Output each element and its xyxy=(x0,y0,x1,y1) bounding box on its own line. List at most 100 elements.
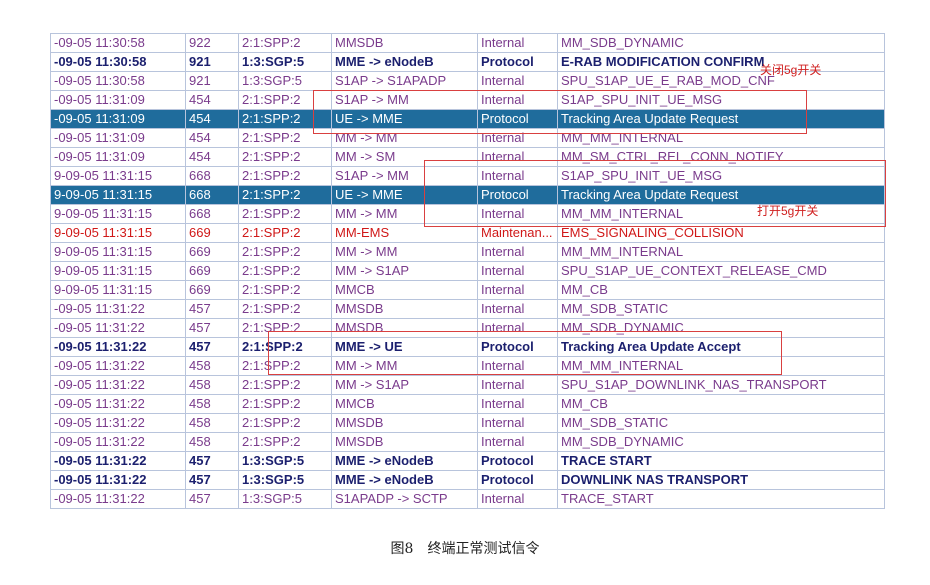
cell: 2:1:SPP:2 xyxy=(238,280,332,300)
highlight-box xyxy=(424,160,886,227)
cell: 669 xyxy=(185,223,239,243)
cell: MMSDB xyxy=(331,432,478,452)
cell: MM -> MM xyxy=(331,204,478,224)
cell: Internal xyxy=(477,375,558,395)
cell: 9-09-05 11:31:15 xyxy=(50,242,186,262)
cell: 457 xyxy=(185,451,239,471)
cell: Internal xyxy=(477,71,558,91)
log-row[interactable]: -09-05 11:31:22 457 1:3:SGP:5 MME -> eNodeB… xyxy=(50,470,885,490)
cell: 2:1:SPP:2 xyxy=(238,394,332,414)
cell: -09-05 11:31:09 xyxy=(50,109,186,129)
cell: S1AP_SPU_INIT_UE_MSG xyxy=(557,166,885,186)
cell: 2:1:SPP:2 xyxy=(238,299,332,319)
cell: 457 xyxy=(185,489,239,509)
cell: Internal xyxy=(477,166,558,186)
cell: MM_SDB_STATIC xyxy=(557,413,885,433)
cell: MM_SDB_STATIC xyxy=(557,299,885,319)
log-row[interactable]: -09-05 11:31:22 458 2:1:SPP:2 MMCB Internal M… xyxy=(50,394,885,414)
cell: -09-05 11:31:22 xyxy=(50,299,186,319)
cell: MM_CB xyxy=(557,280,885,300)
cell: 1:3:SGP:5 xyxy=(238,489,332,509)
annotation: 关闭5g开关 xyxy=(760,63,822,77)
log-row[interactable]: -09-05 11:31:22 457 2:1:SPP:2 MMSDB Internal… xyxy=(50,299,885,319)
log-row[interactable]: 9-09-05 11:31:15 669 2:1:SPP:2 MM -> S1AP In… xyxy=(50,261,885,281)
cell: 2:1:SPP:2 xyxy=(238,128,332,148)
cell: 2:1:SPP:2 xyxy=(238,432,332,452)
cell: 9-09-05 11:31:15 xyxy=(50,261,186,281)
cell: SPU_S1AP_UE_E_RAB_MOD_CNF xyxy=(557,71,885,91)
cell: 9-09-05 11:31:15 xyxy=(50,166,186,186)
cell: MM -> MM xyxy=(331,356,478,376)
log-row[interactable]: 9-09-05 11:31:15 668 2:1:SPP:2 S1AP -> MM In… xyxy=(50,166,885,186)
cell: -09-05 11:31:22 xyxy=(50,413,186,433)
cell: 668 xyxy=(185,185,239,205)
cell: SPU_S1AP_DOWNLINK_NAS_TRANSPORT xyxy=(557,375,885,395)
cell: 458 xyxy=(185,413,239,433)
cell: 2:1:SPP:2 xyxy=(238,147,332,167)
log-row[interactable]: -09-05 11:31:09 454 2:1:SPP:2 S1AP -> MM Int… xyxy=(50,90,885,110)
cell: 9-09-05 11:31:15 xyxy=(50,204,186,224)
annotation: 打开5g开关 xyxy=(757,204,819,218)
highlight-box xyxy=(268,331,782,375)
cell: MMCB xyxy=(331,280,478,300)
cell: 2:1:SPP:2 xyxy=(238,261,332,281)
cell: 668 xyxy=(185,204,239,224)
log-row[interactable]: -09-05 11:30:58 921 1:3:SGP:5 S1AP -> S1APA… xyxy=(50,71,885,91)
cell: Protocol xyxy=(477,470,558,490)
cell: UE -> MME xyxy=(331,185,478,205)
cell: 2:1:SPP:2 xyxy=(238,337,332,357)
log-row[interactable]: -09-05 11:31:09 454 2:1:SPP:2 UE -> MME Prot… xyxy=(50,109,885,129)
cell: 2:1:SPP:2 xyxy=(238,204,332,224)
cell: UE -> MME xyxy=(331,109,478,129)
log-table: -09-05 11:30:58 922 2:1:SPP:2 MMSDB Internal… xyxy=(50,33,885,509)
cell: 922 xyxy=(185,33,239,53)
log-row[interactable]: -09-05 11:31:22 458 2:1:SPP:2 MMSDB Internal… xyxy=(50,432,885,452)
cell: MM -> S1AP xyxy=(331,261,478,281)
cell: 458 xyxy=(185,375,239,395)
cell: Internal xyxy=(477,489,558,509)
cell: MM_CB xyxy=(557,394,885,414)
log-rows: -09-05 11:30:58 922 2:1:SPP:2 MMSDB Internal… xyxy=(50,33,885,509)
log-row[interactable]: -09-05 11:31:22 458 2:1:SPP:2 MM -> S1AP Int… xyxy=(50,375,885,395)
cell: MM_SDB_DYNAMIC xyxy=(557,432,885,452)
log-row[interactable]: -09-05 11:31:22 457 2:1:SPP:2 MMSDB Internal… xyxy=(50,318,885,338)
cell: -09-05 11:31:22 xyxy=(50,451,186,471)
cell: 457 xyxy=(185,470,239,490)
cell: 458 xyxy=(185,432,239,452)
log-row[interactable]: -09-05 11:31:22 457 1:3:SGP:5 MME -> eNodeB… xyxy=(50,451,885,471)
log-row[interactable]: 9-09-05 11:31:15 669 2:1:SPP:2 MM -> MM Inte… xyxy=(50,242,885,262)
cell: 9-09-05 11:31:15 xyxy=(50,223,186,243)
log-row[interactable]: 9-09-05 11:31:15 669 2:1:SPP:2 MM-EMS Mainte… xyxy=(50,223,885,243)
cell: 457 xyxy=(185,299,239,319)
cell: 1:3:SGP:5 xyxy=(238,71,332,91)
cell: -09-05 11:30:58 xyxy=(50,71,186,91)
cell: 458 xyxy=(185,394,239,414)
cell: Tracking Area Update Request xyxy=(557,185,885,205)
log-row[interactable]: -09-05 11:31:22 457 1:3:SGP:5 S1APADP -> SC… xyxy=(50,489,885,509)
cell: -09-05 11:31:22 xyxy=(50,394,186,414)
cell: -09-05 11:31:09 xyxy=(50,147,186,167)
log-row[interactable]: -09-05 11:31:22 458 2:1:SPP:2 MMSDB Internal… xyxy=(50,413,885,433)
cell: 2:1:SPP:2 xyxy=(238,90,332,110)
log-row[interactable]: 9-09-05 11:31:15 668 2:1:SPP:2 UE -> MME Pro… xyxy=(50,185,885,205)
caption: 图8 终端正常测试信令 xyxy=(390,541,540,557)
cell: 2:1:SPP:2 xyxy=(238,318,332,338)
cell: TRACE_START xyxy=(557,489,885,509)
highlight-box xyxy=(313,90,807,134)
log-row[interactable]: -09-05 11:30:58 922 2:1:SPP:2 MMSDB Internal… xyxy=(50,33,885,53)
cell: Protocol xyxy=(477,451,558,471)
cell: MM-EMS xyxy=(331,223,478,243)
cell: S1APADP -> SCTP xyxy=(331,489,478,509)
cell: -09-05 11:30:58 xyxy=(50,52,186,72)
cell: Internal xyxy=(477,33,558,53)
cell: 2:1:SPP:2 xyxy=(238,109,332,129)
log-row[interactable]: 9-09-05 11:31:15 669 2:1:SPP:2 MMCB Internal… xyxy=(50,280,885,300)
cell: 2:1:SPP:2 xyxy=(238,166,332,186)
cell: Internal xyxy=(477,432,558,452)
cell: 2:1:SPP:2 xyxy=(238,185,332,205)
cell: S1AP -> S1APADP xyxy=(331,71,478,91)
cell: 454 xyxy=(185,147,239,167)
cell: Internal xyxy=(477,280,558,300)
